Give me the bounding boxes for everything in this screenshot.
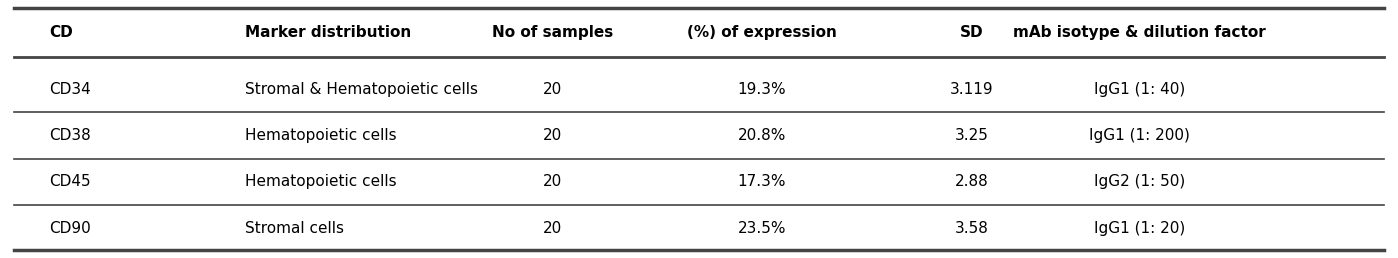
Text: SD: SD — [960, 25, 983, 40]
Text: mAb isotype & dilution factor: mAb isotype & dilution factor — [1014, 25, 1265, 40]
Text: CD34: CD34 — [49, 82, 91, 96]
Text: IgG1 (1: 200): IgG1 (1: 200) — [1089, 128, 1190, 143]
Text: 17.3%: 17.3% — [738, 174, 786, 189]
Text: 3.58: 3.58 — [955, 221, 988, 236]
Text: 19.3%: 19.3% — [738, 82, 786, 96]
Text: (%) of expression: (%) of expression — [686, 25, 837, 40]
Text: CD38: CD38 — [49, 128, 91, 143]
Text: CD: CD — [49, 25, 73, 40]
Text: 20: 20 — [542, 174, 562, 189]
Text: CD90: CD90 — [49, 221, 91, 236]
Text: 20: 20 — [542, 82, 562, 96]
Text: No of samples: No of samples — [492, 25, 612, 40]
Text: IgG1 (1: 40): IgG1 (1: 40) — [1093, 82, 1186, 96]
Text: IgG1 (1: 20): IgG1 (1: 20) — [1093, 221, 1186, 236]
Text: Marker distribution: Marker distribution — [245, 25, 411, 40]
Text: Stromal & Hematopoietic cells: Stromal & Hematopoietic cells — [245, 82, 478, 96]
Text: 23.5%: 23.5% — [738, 221, 786, 236]
Text: 20.8%: 20.8% — [738, 128, 786, 143]
Text: 20: 20 — [542, 221, 562, 236]
Text: 20: 20 — [542, 128, 562, 143]
Text: 2.88: 2.88 — [955, 174, 988, 189]
Text: Hematopoietic cells: Hematopoietic cells — [245, 128, 396, 143]
Text: IgG2 (1: 50): IgG2 (1: 50) — [1093, 174, 1186, 189]
Text: CD45: CD45 — [49, 174, 91, 189]
Text: Hematopoietic cells: Hematopoietic cells — [245, 174, 396, 189]
Text: 3.25: 3.25 — [955, 128, 988, 143]
Text: 3.119: 3.119 — [949, 82, 994, 96]
Text: Stromal cells: Stromal cells — [245, 221, 344, 236]
